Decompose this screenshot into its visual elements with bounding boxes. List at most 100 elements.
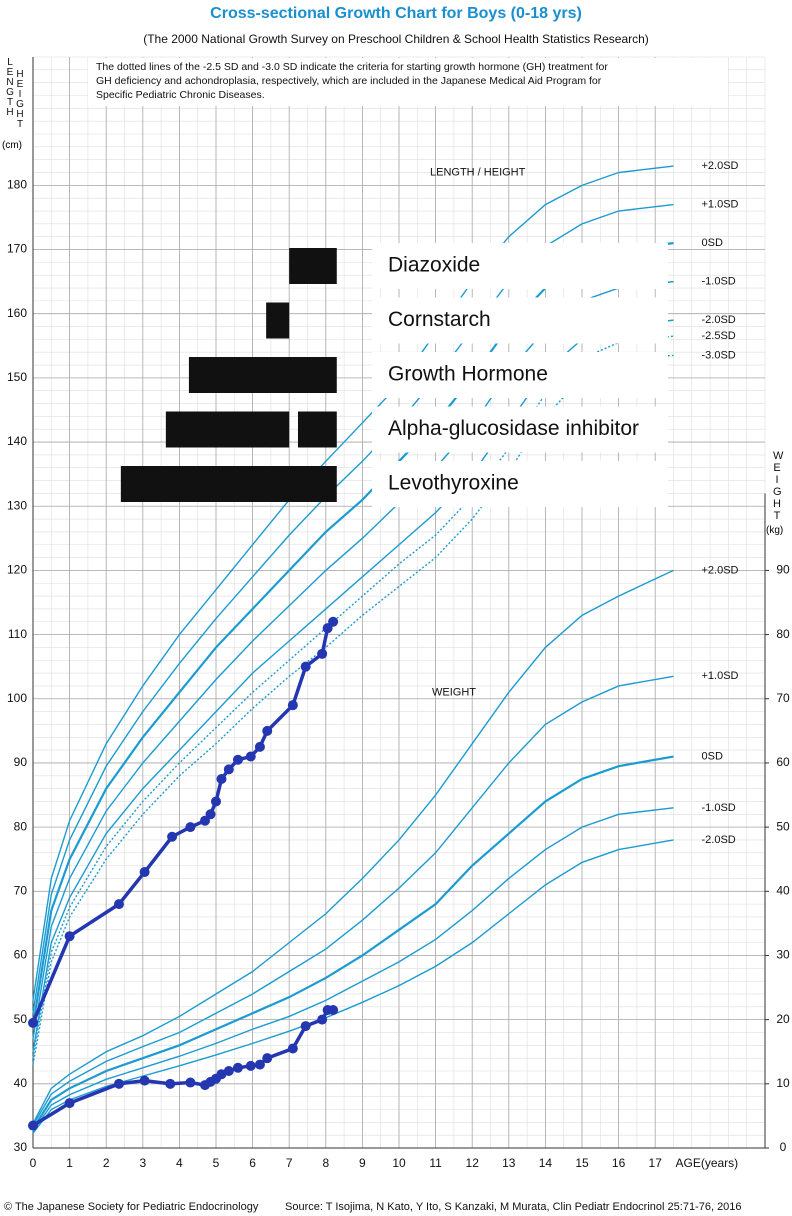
curve-group-label: LENGTH / HEIGHT [430,166,526,178]
y-tick-label: 60 [14,948,28,962]
y2-axis-label: WEIGHT [773,450,784,522]
reference-curve [32,165,674,1001]
y2-axis-unit: (kg) [766,525,784,536]
data-point [232,1062,243,1073]
treatment-label: Diazoxide [388,254,480,277]
treatment-label: Alpha-glucosidase inhibitor [388,417,639,440]
y-tick-label: 110 [8,627,27,641]
note-text: GH deficiency and achondroplasia, respec… [96,75,602,87]
note-box [88,58,728,106]
data-point [262,1053,273,1064]
x-tick-label: 5 [213,1156,220,1170]
data-point [245,751,256,762]
y-tick-label: 40 [14,1076,28,1090]
treatment-label-box [372,297,668,344]
y-axis-label: HEIGHT [16,69,24,130]
x-tick-label: 12 [466,1156,480,1170]
x-tick-label: 0 [30,1156,37,1170]
data-point [223,764,234,775]
treatment-label-box [372,243,668,289]
y2-tick-label: 90 [776,563,790,577]
y-tick-label: 120 [7,563,27,577]
data-point [328,616,339,627]
y-tick-label: 90 [14,755,28,769]
x-tick-label: 13 [502,1156,516,1170]
treatment-bar [188,357,337,393]
curve-label: -1.0SD [702,802,736,814]
treatment-bar [165,411,290,448]
y2-tick-label: 40 [776,883,790,897]
curve-group-label: WEIGHT [432,686,476,698]
data-point [185,1077,196,1088]
x-tick-label: 4 [176,1156,183,1170]
data-point [28,1017,38,1028]
source: Source: T Isojima, N Kato, Y Ito, S Kanz… [285,1201,742,1213]
y-tick-label: 50 [14,1012,28,1026]
curve-label: -1.0SD [702,276,736,288]
x-tick-label: 11 [429,1156,442,1170]
data-point [185,822,196,833]
y-tick-label: 150 [7,370,27,384]
y2-tick-label: 70 [776,691,790,705]
curve-label: +1.0SD [702,199,739,211]
data-point [28,1120,38,1131]
x-tick-label: 2 [103,1156,110,1170]
curve-label: -2.0SD [702,834,736,846]
reference-curve [32,807,674,1132]
y2-tick-label: 50 [776,819,790,833]
y-tick-label: 180 [7,178,27,192]
data-point [139,1075,150,1086]
treatment-bar [120,466,337,502]
x-tick-label: 6 [249,1156,256,1170]
y-tick-label: 160 [7,306,27,320]
y2-tick-label: 60 [776,755,790,769]
x-tick-label: 7 [286,1156,293,1170]
data-point [114,899,125,910]
x-tick-label: 3 [139,1156,146,1170]
y-tick-label: 30 [14,1140,28,1154]
x-tick-label: 15 [575,1156,589,1170]
note-text: Specific Pediatric Chronic Diseases. [96,89,265,101]
data-point [328,1005,339,1016]
data-point [262,725,273,736]
chart-title: Cross-sectional Growth Chart for Boys (0… [210,5,582,22]
curve-label: +1.0SD [702,670,739,682]
x-tick-label: 8 [322,1156,329,1170]
treatment-label-box [372,461,668,507]
reference-curve [32,569,674,1124]
data-point [245,1060,256,1071]
y2-tick-label: 80 [776,627,790,641]
y-tick-label: 80 [14,819,28,833]
curve-label: 0SD [702,237,723,249]
treatment-bar [266,302,290,339]
data-point [300,661,311,672]
data-point [287,1043,298,1054]
treatment-label: Levothyroxine [388,472,519,495]
data-point [167,831,178,842]
data-point [254,1059,265,1070]
data-point [254,741,265,752]
x-tick-label: 17 [649,1156,663,1170]
data-point [287,700,298,711]
y-tick-label: 170 [7,242,27,256]
data-point [223,1065,234,1076]
y-tick-label: 100 [7,691,27,705]
grid [32,56,766,1149]
y-axis-label: LENGTH [6,57,14,118]
patient-line [31,620,335,1024]
copyright: © The Japanese Society for Pediatric End… [4,1201,259,1213]
y-tick-label: 70 [14,883,28,897]
treatment-label-box [372,406,668,453]
x-tick-label: 14 [539,1156,553,1170]
x-tick-label: 16 [612,1156,626,1170]
y2-tick-label: 20 [776,1012,790,1026]
curve-label: -2.0SD [702,314,736,326]
data-point [232,754,243,765]
chart-subtitle: (The 2000 National Growth Survey on Pres… [143,32,649,46]
curve-label: 0SD [702,750,723,762]
curve-label: +2.0SD [702,564,739,576]
y-tick-label: 140 [7,434,27,448]
data-point [114,1078,125,1089]
